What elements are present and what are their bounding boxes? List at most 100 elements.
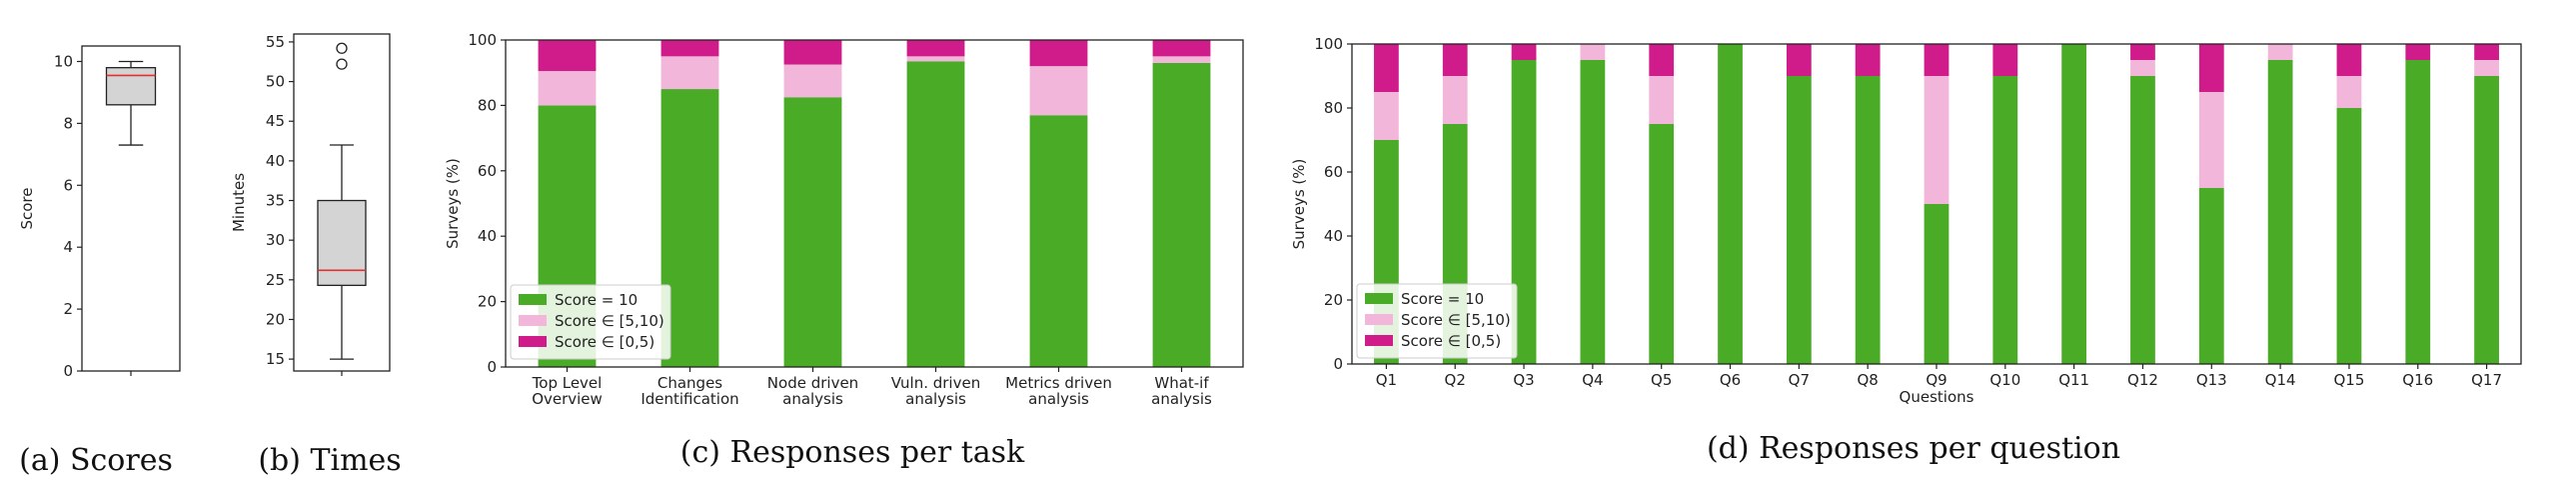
caption-responses-per-question: (d) Responses per question [1707, 431, 2120, 466]
y-tick-label: 40 [478, 227, 497, 245]
x-tick-label: Q15 [2333, 371, 2364, 389]
y-tick-label: 80 [478, 96, 497, 114]
y-tick-label: 60 [478, 162, 497, 180]
bar-segment [1580, 60, 1606, 364]
y-tick-label: 20 [1324, 291, 1343, 309]
bar-segment [1029, 40, 1088, 67]
bar-segment [1511, 44, 1537, 60]
y-tick-label: 20 [266, 310, 285, 328]
bar-segment [2198, 188, 2224, 364]
x-axis-label: Questions [1900, 388, 1974, 406]
caption-scores: (a) Scores [19, 443, 173, 478]
y-tick-label: 40 [266, 152, 285, 170]
legend-swatch [519, 336, 547, 347]
y-axis-label: Surveys (%) [444, 158, 462, 249]
bar-segment [1442, 44, 1468, 76]
bar-segment [1374, 44, 1399, 92]
y-tick-label: 0 [487, 358, 497, 376]
y-tick-label: 45 [266, 112, 285, 130]
bar-segment [1992, 44, 2018, 76]
plot-frame [1351, 43, 2522, 365]
bar-segment [2198, 44, 2224, 92]
bar-segment [1924, 76, 1949, 204]
y-tick-label: 55 [266, 33, 285, 51]
x-tick-label: Identification [641, 390, 738, 408]
x-tick-label: Q1 [1376, 371, 1397, 389]
y-axis-label: Minutes [230, 173, 248, 232]
bar-segment [2130, 44, 2155, 60]
y-tick-label: 80 [1324, 99, 1343, 117]
bar-segment [2130, 76, 2155, 364]
x-tick-label: Metrics driven [1005, 374, 1112, 392]
bar-segment [1786, 44, 1812, 76]
caption-times: (b) Times [258, 443, 401, 478]
y-tick-label: 8 [63, 114, 73, 132]
bar-segment [1992, 76, 2018, 364]
y-tick-label: 0 [63, 362, 73, 380]
bar-segment [2130, 60, 2155, 76]
y-tick-label: 0 [1333, 355, 1343, 373]
y-tick-label: 10 [54, 52, 73, 70]
bar-segment [1924, 44, 1949, 76]
legend-label: Score ∈ [0,5) [555, 333, 654, 351]
x-tick-label: What-if [1154, 374, 1209, 392]
bar-segment [2474, 44, 2499, 60]
bar-segment [1152, 62, 1211, 367]
bar-segment [1924, 204, 1949, 364]
bar-segment [1029, 66, 1088, 116]
x-tick-label: analysis [905, 390, 966, 408]
caption-responses-per-task: (c) Responses per task [680, 435, 1025, 470]
x-tick-label: Overview [532, 390, 603, 408]
bar-segment [538, 40, 597, 72]
bar-segment [2474, 76, 2499, 364]
x-tick-label: Vuln. driven [891, 374, 980, 392]
plot-frame [505, 39, 1244, 368]
bar-segment [1374, 92, 1399, 140]
x-tick-label: Changes [657, 374, 722, 392]
iqr-box [105, 67, 157, 106]
x-tick-label: analysis [1028, 390, 1089, 408]
y-tick-label: 100 [1314, 35, 1343, 53]
iqr-box [317, 199, 367, 287]
bar-segment [2405, 44, 2431, 60]
legend-swatch [519, 315, 547, 326]
y-tick-label: 6 [63, 176, 73, 194]
legend-label: Score = 10 [555, 291, 638, 309]
x-tick-label: analysis [782, 390, 843, 408]
bar-segment [1152, 56, 1211, 63]
x-tick-label: Q10 [1989, 371, 2020, 389]
x-tick-label: Q13 [2196, 371, 2227, 389]
bar-segment [2336, 108, 2362, 364]
bar-segment [660, 56, 719, 90]
legend-label: Score ∈ [0,5) [1401, 332, 1501, 350]
bar-segment [1580, 44, 1606, 60]
y-tick-label: 25 [266, 271, 285, 289]
x-tick-label: Q9 [1926, 371, 1946, 389]
bar-segment [1649, 44, 1675, 76]
x-tick-label: Q7 [1789, 371, 1810, 389]
bar-segment [2267, 44, 2293, 60]
legend-label: Score = 10 [1401, 290, 1484, 308]
bar-segment [1855, 76, 1881, 364]
y-tick-label: 50 [266, 73, 285, 91]
legend-label: Score ∈ [5,10) [555, 312, 664, 330]
bar-segment [906, 40, 965, 57]
x-tick-label: Top Level [532, 374, 603, 392]
panel-scores: 0 2 4 6 8 10 Score [18, 45, 181, 380]
bar-segment [1029, 115, 1088, 368]
y-tick-label: 100 [468, 31, 497, 49]
outlier-point [336, 42, 348, 54]
y-axis-label: Score [18, 187, 36, 229]
bar-segment [906, 56, 965, 62]
legend-swatch [1365, 335, 1393, 346]
bar-segment [906, 61, 965, 367]
x-tick-label: Q6 [1720, 371, 1741, 389]
legend-box [510, 284, 671, 360]
bar-segment [1855, 44, 1881, 76]
bar-segment [783, 40, 842, 65]
bar-segment [538, 71, 597, 106]
bar-segment [1649, 76, 1675, 124]
x-tick-label: Node driven [767, 374, 858, 392]
x-tick-label: Q2 [1445, 371, 1466, 389]
